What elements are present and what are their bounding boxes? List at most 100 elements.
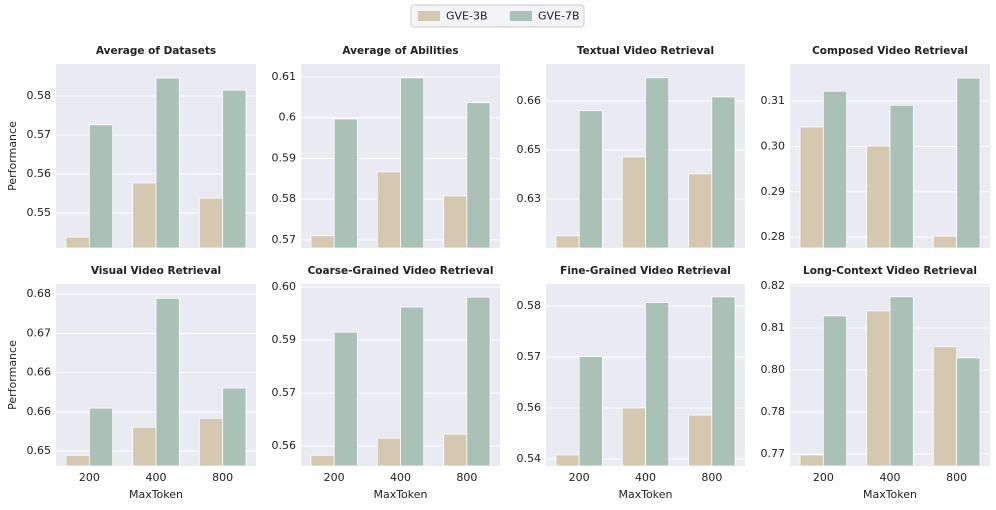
bar xyxy=(132,182,157,249)
bar xyxy=(443,433,468,467)
y-tick-label: 0.77 xyxy=(761,447,786,460)
bar xyxy=(310,235,335,249)
y-tick-label: 0.60 xyxy=(272,280,297,293)
bar xyxy=(555,454,580,467)
chart-title: Average of Abilities xyxy=(342,45,458,57)
chart-title: Composed Video Retrieval xyxy=(812,45,968,57)
y-tick-label: 0.58 xyxy=(27,89,52,102)
bar xyxy=(333,118,358,249)
bar xyxy=(333,331,358,467)
bar xyxy=(155,77,180,249)
bar xyxy=(822,315,848,467)
bar xyxy=(88,124,114,249)
y-tick-label: 0.65 xyxy=(27,444,52,457)
y-tick-label: 0.56 xyxy=(272,439,297,452)
x-tick-label: 800 xyxy=(456,471,477,484)
x-tick-label: 400 xyxy=(635,471,656,484)
y-tick-label: 0.82 xyxy=(761,279,786,292)
y-tick-label: 0.29 xyxy=(761,185,786,198)
y-tick-label: 0.57 xyxy=(517,350,542,363)
bar xyxy=(198,417,224,467)
bar xyxy=(621,156,646,249)
bar xyxy=(621,407,646,467)
y-tick-label: 0.6 xyxy=(279,111,297,124)
y-tick-label: 0.80 xyxy=(761,363,786,376)
bar xyxy=(799,454,824,467)
chart-title: Average of Datasets xyxy=(96,45,216,57)
x-tick-label: 200 xyxy=(79,471,100,484)
y-tick-label: 0.57 xyxy=(272,233,297,246)
bar xyxy=(688,414,713,467)
x-tick-label: 400 xyxy=(390,471,411,484)
legend-label: GVE-7B xyxy=(538,10,580,23)
y-tick-label: 0.58 xyxy=(272,192,297,205)
y-axis-label: Performance xyxy=(6,121,19,191)
bar xyxy=(65,454,90,467)
y-tick-label: 0.28 xyxy=(761,230,786,243)
y-tick-label: 0.56 xyxy=(517,401,542,414)
x-tick-label: 800 xyxy=(946,471,967,484)
legend-swatch xyxy=(510,11,532,21)
bar xyxy=(932,235,958,249)
bar xyxy=(822,90,848,249)
bar xyxy=(645,302,670,467)
y-tick-label: 0.61 xyxy=(272,70,297,83)
bar xyxy=(889,104,914,249)
y-tick-label: 0.66 xyxy=(27,366,52,379)
y-tick-label: 0.65 xyxy=(517,143,542,156)
bar xyxy=(376,437,401,467)
y-tick-label: 0.58 xyxy=(517,299,542,312)
bar xyxy=(198,197,224,249)
chart-title: Long-Context Video Retrieval xyxy=(803,265,977,277)
bar xyxy=(711,96,736,249)
bar xyxy=(88,407,114,467)
bar xyxy=(222,89,247,249)
y-tick-label: 0.59 xyxy=(272,333,297,346)
bar xyxy=(155,297,180,467)
bar xyxy=(578,356,603,467)
bar xyxy=(889,296,914,467)
x-tick-label: 200 xyxy=(569,471,590,484)
y-tick-label: 0.59 xyxy=(272,151,297,164)
y-tick-label: 0.78 xyxy=(761,405,786,418)
bar xyxy=(310,454,335,467)
x-axis-label: MaxToken xyxy=(863,488,917,501)
bar xyxy=(956,357,981,467)
y-tick-label: 0.81 xyxy=(761,321,786,334)
y-tick-label: 0.55 xyxy=(27,206,52,219)
chart-title: Visual Video Retrieval xyxy=(91,265,221,277)
bar xyxy=(578,110,603,249)
bar xyxy=(866,145,891,249)
chart-title: Fine-Grained Video Retrieval xyxy=(560,265,731,277)
bar xyxy=(466,296,491,467)
x-tick-label: 400 xyxy=(880,471,901,484)
y-tick-label: 0.66 xyxy=(517,94,542,107)
y-tick-label: 0.67 xyxy=(27,326,52,339)
x-tick-label: 800 xyxy=(701,471,722,484)
bar xyxy=(376,171,401,249)
y-tick-label: 0.57 xyxy=(272,386,297,399)
y-tick-label: 0.68 xyxy=(27,287,52,300)
bar xyxy=(799,126,824,249)
legend-box xyxy=(410,4,585,28)
bar xyxy=(932,346,958,467)
bar xyxy=(866,310,891,467)
x-tick-label: 800 xyxy=(212,471,233,484)
y-tick-label: 0.66 xyxy=(27,405,52,418)
bar xyxy=(711,296,736,467)
bar xyxy=(956,77,981,249)
bar xyxy=(222,387,247,467)
bar xyxy=(400,77,425,249)
bar xyxy=(688,173,713,249)
y-tick-label: 0.63 xyxy=(517,192,542,205)
x-tick-label: 200 xyxy=(813,471,834,484)
y-tick-label: 0.56 xyxy=(27,167,52,180)
y-tick-label: 0.57 xyxy=(27,128,52,141)
bar xyxy=(466,102,491,249)
bar xyxy=(645,77,670,249)
bar xyxy=(65,236,90,249)
bar xyxy=(555,235,580,249)
chart-title: Coarse-Grained Video Retrieval xyxy=(308,265,494,277)
x-tick-label: 200 xyxy=(324,471,345,484)
